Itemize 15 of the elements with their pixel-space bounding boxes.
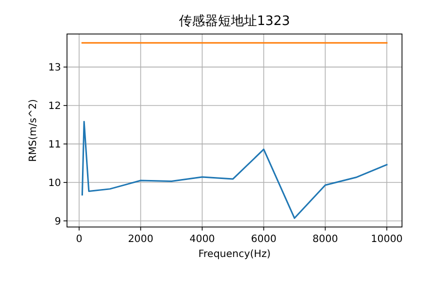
y-tick-label: 9 bbox=[54, 216, 61, 228]
chart-title: 传感器短地址1323 bbox=[178, 14, 290, 29]
x-tick-label: 10000 bbox=[370, 234, 403, 245]
x-tick-label: 8000 bbox=[312, 234, 338, 245]
y-tick-label: 11 bbox=[48, 139, 61, 150]
line-series bbox=[81, 120, 388, 219]
x-tick-label: 4000 bbox=[189, 234, 215, 245]
x-tick-label: 6000 bbox=[250, 234, 276, 245]
x-axis-title: Frequency(Hz) bbox=[198, 249, 271, 260]
y-axis-title: RMS(m/s^2) bbox=[28, 99, 39, 162]
x-tick-label: 0 bbox=[76, 234, 82, 245]
x-tick-label: 2000 bbox=[128, 234, 154, 245]
y-tick-label: 12 bbox=[48, 101, 61, 112]
y-tick-label: 10 bbox=[48, 178, 61, 189]
y-tick-label: 13 bbox=[48, 62, 61, 74]
